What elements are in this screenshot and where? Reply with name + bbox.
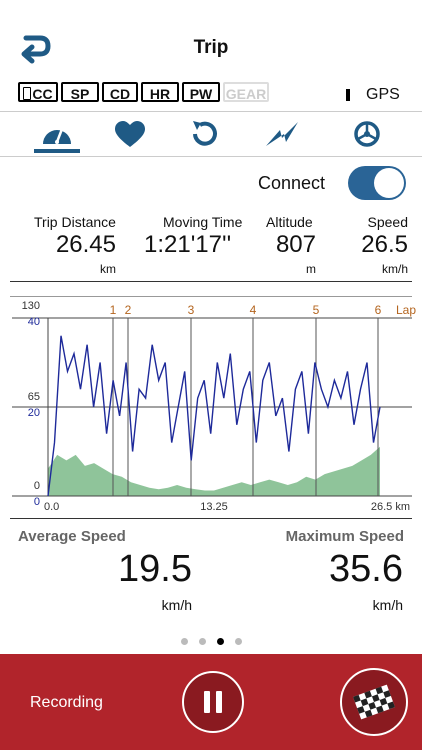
altitude-tick-label: 0 [34, 480, 40, 492]
average-speed-value: 19.5 [118, 548, 192, 590]
maximum-speed-label: Maximum Speed [285, 528, 404, 545]
trip-distance-value: 26.45 [55, 231, 116, 258]
page-dot-active[interactable] [217, 638, 224, 645]
lap-marker-label: 4 [250, 303, 257, 317]
x-tick-label: 13.25 [200, 501, 228, 513]
maximum-speed-unit: km/h [372, 597, 403, 613]
altitude-tick-label: 65 [28, 391, 40, 403]
speed-tick-label: 40 [28, 316, 40, 328]
divider [10, 518, 412, 519]
speed-value: 26.5 [361, 231, 408, 258]
page-dot[interactable] [235, 638, 242, 645]
x-tick-label: 0.0 [44, 501, 59, 513]
gear-icon[interactable] [349, 120, 385, 148]
gps-label: GPS [366, 86, 400, 103]
moving-time-value: 1:21'17'' [144, 231, 232, 258]
speed-tick-label: 0 [34, 496, 40, 508]
speedometer-icon[interactable] [39, 120, 75, 148]
divider [10, 281, 412, 282]
lightning-icon[interactable] [264, 120, 300, 148]
lap-marker-label: 5 [313, 303, 320, 317]
recording-label: Recording [30, 694, 103, 711]
page-dot[interactable] [181, 638, 188, 645]
back-icon[interactable] [18, 30, 54, 64]
connect-label: Connect [258, 173, 326, 193]
maximum-speed-value: 35.6 [329, 548, 403, 590]
speed-unit: km/h [381, 262, 408, 276]
lap-marker-label: 2 [125, 303, 132, 317]
gps-signal-icon [346, 89, 350, 101]
phone-icon [23, 87, 32, 100]
toggle-knob [374, 168, 404, 198]
sensor-pw: PW [182, 82, 220, 102]
sensor-sp: SP [61, 82, 99, 102]
heart-icon[interactable] [112, 120, 148, 148]
altitude-fill [48, 446, 380, 496]
average-speed-unit: km/h [161, 597, 192, 613]
speed-series [47, 335, 381, 497]
pause-icon [204, 691, 222, 713]
altitude-value: 807 [275, 231, 316, 258]
pause-button[interactable] [182, 671, 244, 733]
speed-line [47, 335, 381, 497]
tab-selection-indicator [34, 149, 80, 153]
sensor-cc: CC [18, 82, 58, 102]
speed-label: Speed [367, 214, 408, 230]
chart-grid [12, 317, 412, 497]
lap-marker-label: 6 [375, 303, 382, 317]
sensor-hr: HR [141, 82, 179, 102]
page-dot[interactable] [199, 638, 206, 645]
moving-time-label: Moving Time [163, 214, 243, 230]
trip-chart: 1 2 3 4 5 6 Lap 130 40 65 20 0 0 0.0 13.25 26.5 km [10, 296, 416, 513]
lap-marker-label: 3 [188, 303, 195, 317]
lap-marker-label: 1 [110, 303, 117, 317]
average-speed-label: Average Speed [18, 528, 126, 545]
finish-button[interactable] [340, 668, 408, 736]
page-title: Trip [193, 37, 229, 58]
lap-markers: 1 2 3 4 5 6 Lap [110, 303, 416, 496]
sensor-gear: GEAR [223, 82, 269, 102]
tab-bar [0, 111, 422, 157]
altitude-tick-label: 130 [22, 300, 40, 312]
altitude-area [48, 446, 380, 496]
connect-toggle[interactable] [348, 166, 406, 200]
altitude-unit: m [306, 262, 316, 276]
altitude-label: Altitude [266, 214, 313, 230]
x-tick-label: 26.5 km [371, 501, 410, 513]
trip-distance-unit: km [100, 262, 116, 276]
trip-distance-label: Trip Distance [34, 214, 116, 230]
speed-tick-label: 20 [28, 407, 40, 419]
checkered-flag-icon [352, 684, 396, 720]
lap-axis-label: Lap [396, 303, 416, 317]
sensor-cd: CD [102, 82, 138, 102]
refresh-icon[interactable] [186, 120, 222, 148]
recording-footer: Recording [0, 654, 422, 750]
